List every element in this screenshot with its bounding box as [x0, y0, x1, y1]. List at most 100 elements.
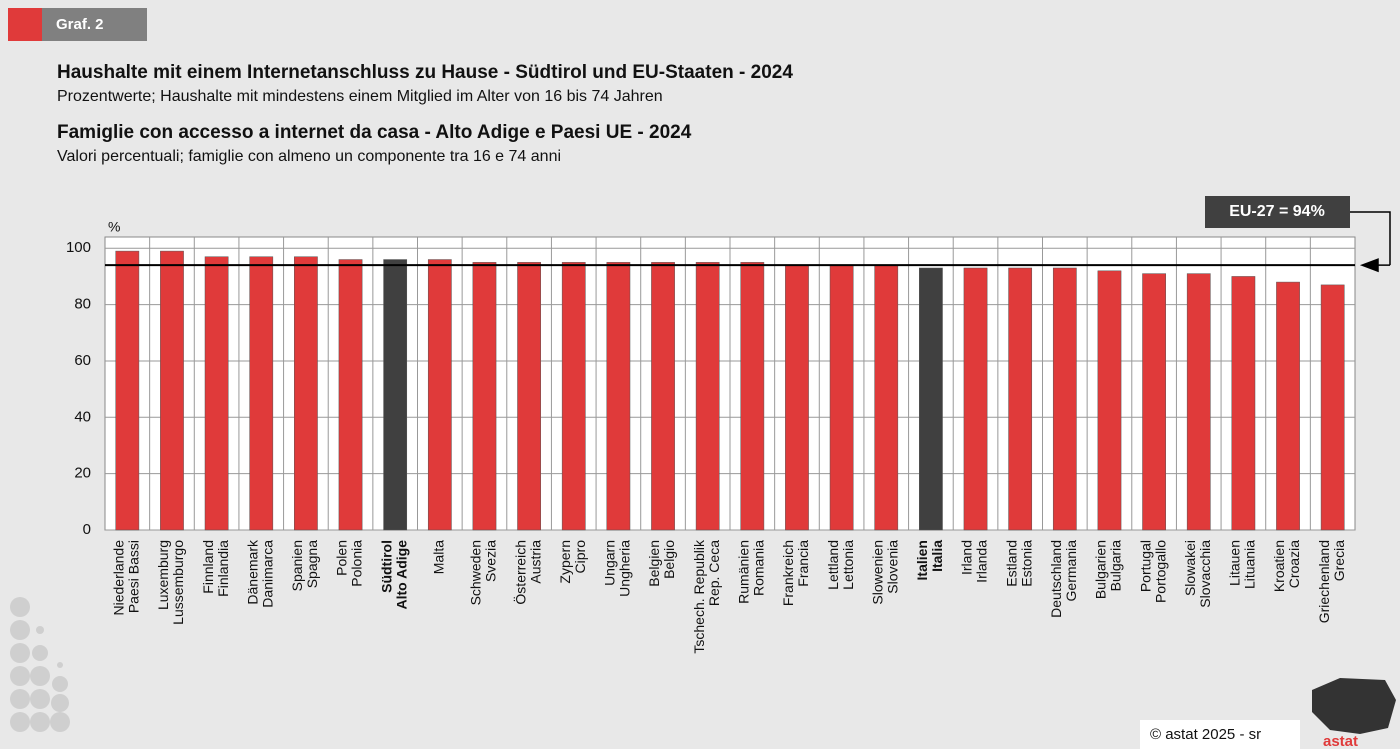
bar: [740, 262, 765, 531]
x-tick-label: Lettland: [825, 540, 841, 590]
x-tick-label: Spagna: [304, 540, 320, 588]
bar: [294, 256, 318, 531]
x-tick-label: Romania: [751, 540, 767, 596]
x-tick-label: Zypern: [557, 540, 573, 584]
bar: [427, 259, 452, 531]
decor-dots: [10, 597, 70, 732]
x-tick-label: Frankreich: [780, 540, 796, 606]
x-tick-label: Spanien: [289, 540, 305, 591]
x-tick-label: Belgio: [661, 540, 677, 579]
x-tick-label: Litauen: [1227, 540, 1243, 586]
bar: [963, 267, 988, 531]
y-unit: %: [108, 219, 120, 235]
x-tick-label: Slowakei: [1182, 540, 1198, 596]
bar: [1276, 281, 1300, 531]
x-tick-label: Finnland: [200, 540, 216, 594]
bar: [1052, 267, 1077, 531]
reference-connector: [1350, 211, 1391, 266]
x-tick-label: Portogallo: [1152, 540, 1168, 603]
bar: [1231, 276, 1256, 531]
x-tick-label: Estonia: [1018, 540, 1034, 587]
x-tick-label: Griechenland: [1316, 540, 1332, 623]
x-tick-label: Estland: [1003, 540, 1019, 587]
x-tick-label: Slowenien: [869, 540, 885, 605]
x-tick-label: Südtirol: [378, 540, 394, 593]
bar: [695, 262, 720, 531]
x-tick-label: Lettonia: [840, 540, 856, 590]
chart-title-it: Famiglie con accesso a internet da casa …: [57, 122, 692, 143]
x-tick-label: Belgien: [646, 540, 662, 587]
bar: [160, 250, 184, 531]
x-tick-label: Schweden: [468, 540, 484, 605]
bar: [651, 262, 675, 531]
bar: [919, 267, 943, 531]
x-tick-label: Deutschland: [1048, 540, 1064, 618]
x-tick-label: Francia: [795, 540, 811, 587]
x-tick-label: Alto Adige: [393, 540, 409, 610]
bar: [874, 264, 899, 531]
badge-accent: [8, 8, 42, 41]
footer: © astat 2025 - sr: [1150, 726, 1261, 743]
y-tick-label: 40: [74, 408, 91, 425]
x-tick-label: Paesi Bassi: [126, 540, 142, 613]
y-tick-label: 60: [74, 352, 91, 369]
y-tick-label: 0: [83, 521, 91, 538]
reference-label: EU-27 = 94%: [1229, 203, 1325, 220]
x-tick-label: Slovenia: [884, 540, 900, 594]
badge: [42, 8, 147, 41]
bar: [785, 264, 809, 531]
bar: [204, 256, 229, 531]
logo-shape: [1312, 678, 1396, 734]
x-tick-label: Danimarca: [259, 540, 275, 608]
x-tick-label: Italia: [929, 540, 945, 572]
x-tick-label: Kroatien: [1271, 540, 1287, 592]
x-tick-label: Niederlande: [111, 540, 127, 616]
bar: [1008, 267, 1033, 531]
x-tick-label: Lituania: [1242, 540, 1258, 589]
y-tick-label: 80: [74, 296, 91, 313]
x-tick-label: Bulgaria: [1108, 540, 1124, 592]
bar: [829, 264, 854, 531]
x-tick-label: Germania: [1063, 540, 1079, 602]
x-tick-label: Slovacchia: [1197, 540, 1213, 608]
x-tick-label: Irlanda: [974, 540, 990, 583]
logo-text: astat: [1323, 733, 1358, 749]
x-tick-label: Dänemark: [244, 539, 260, 605]
bar: [606, 262, 631, 531]
x-tick-label: Polonia: [349, 540, 365, 587]
x-tick-label: Portugal: [1137, 540, 1153, 592]
badge-label: Graf. 2: [56, 16, 104, 33]
x-tick-label: Rumänien: [736, 540, 752, 604]
bar: [1097, 270, 1122, 531]
x-tick-label: Italien: [914, 540, 930, 580]
x-tick-label: Österreich: [511, 540, 528, 605]
x-tick-label: Grecia: [1331, 540, 1347, 581]
x-tick-label: Lussemburgo: [170, 540, 186, 625]
reference-label-box: [1205, 196, 1350, 228]
x-tick-label: Ungarn: [602, 540, 618, 586]
bar: [561, 262, 586, 531]
chart-subtitle: Prozentwerte; Haushalte mit mindestens e…: [57, 88, 663, 105]
reference-arrow: [1359, 258, 1390, 273]
x-tick-label: Irland: [959, 540, 975, 575]
bar: [1320, 284, 1345, 531]
x-tick-label: Svezia: [483, 540, 499, 582]
bar: [472, 262, 497, 531]
x-tick-label: Tschech. Republik: [691, 539, 707, 654]
y-tick-label: 20: [74, 465, 91, 482]
bar: [517, 262, 541, 531]
x-tick-label: Austria: [527, 540, 543, 584]
x-tick-label: Ungheria: [617, 540, 633, 597]
x-tick-label: Finlandia: [215, 540, 231, 597]
chart-subtitle-it: Valori percentuali; famiglie con almeno …: [57, 148, 561, 165]
bar: [115, 250, 140, 531]
x-tick-label: Croazia: [1286, 540, 1302, 588]
bar: [249, 256, 274, 531]
chart-title: Haushalte mit einem Internetanschluss zu…: [57, 62, 793, 83]
x-tick-label: Malta: [431, 540, 447, 574]
bar: [338, 259, 363, 531]
bar: [1142, 273, 1166, 531]
x-tick-label: Luxemburg: [155, 540, 171, 610]
